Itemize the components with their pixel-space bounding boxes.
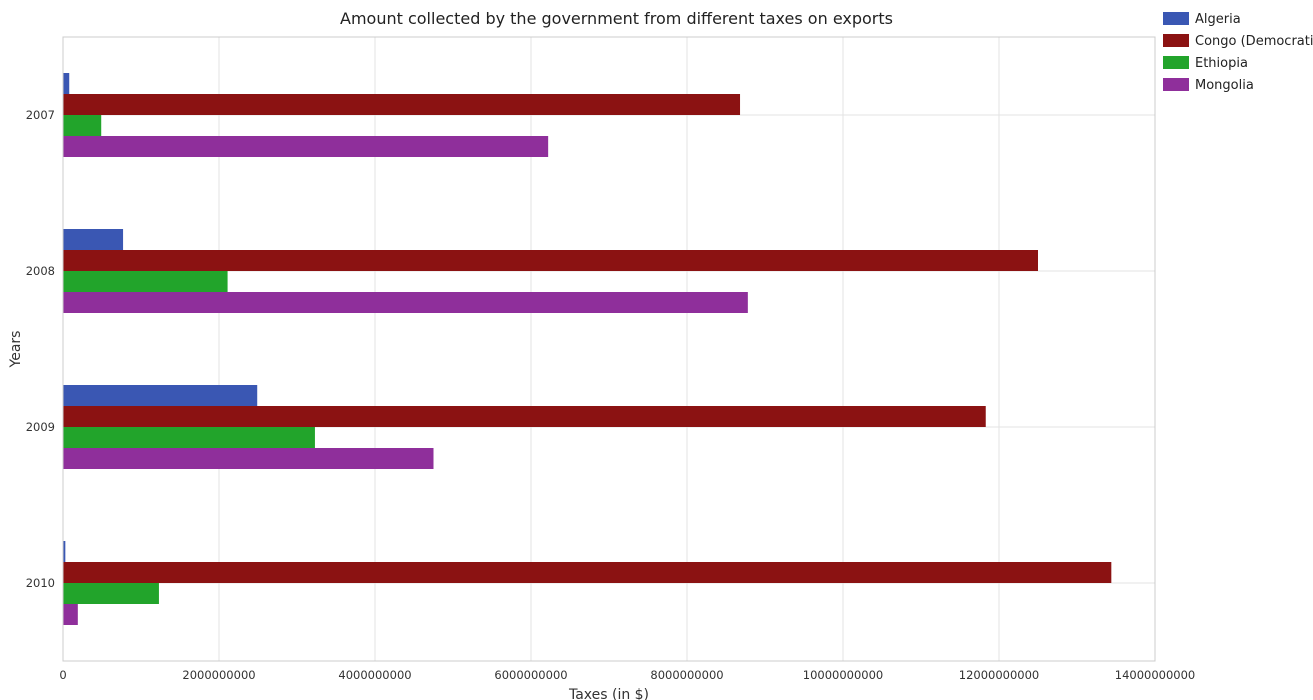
bar-algeria-2009: [63, 385, 258, 406]
bar-mongolia-2007: [63, 136, 549, 157]
legend-label: Mongolia: [1195, 78, 1254, 93]
chart-title: Amount collected by the government from …: [340, 9, 893, 28]
bar-algeria-2010: [63, 541, 66, 562]
y-axis-label: Years: [8, 331, 24, 369]
bar-algeria-2008: [63, 229, 124, 250]
bar-ethiopia-2010: [63, 583, 159, 604]
bars: [63, 73, 1112, 625]
y-tick-label: 2010: [26, 576, 55, 590]
x-tick-label: 2000000000: [182, 668, 255, 682]
plot-frame: [62, 36, 1156, 662]
bar-congo-democratic-2009: [63, 406, 986, 427]
x-tick-labels: 0 2000000000 4000000000 6000000000 800000000…: [59, 668, 1195, 682]
bar-ethiopia-2007: [63, 115, 102, 136]
legend-swatch: [1163, 34, 1189, 47]
bar-congo-democratic-2010: [63, 562, 1112, 583]
bar-congo-democratic-2008: [63, 250, 1038, 271]
bar-ethiopia-2009: [63, 427, 315, 448]
x-tick-label: 14000000000: [1115, 668, 1195, 682]
y-tick-label: 2008: [26, 264, 55, 278]
y-tick-label: 2007: [26, 108, 55, 122]
x-tick-label: 6000000000: [494, 668, 567, 682]
bar-mongolia-2010: [63, 604, 78, 625]
x-tick-label: 8000000000: [650, 668, 723, 682]
x-tick-label: 10000000000: [803, 668, 883, 682]
legend-swatch: [1163, 78, 1189, 91]
legend: Algeria Congo (Democratic) Ethiopia Mongoli…: [1163, 12, 1313, 93]
x-tick-label: 0: [59, 668, 66, 682]
x-tick-label: 12000000000: [959, 668, 1039, 682]
legend-label: Algeria: [1195, 12, 1241, 27]
bar-mongolia-2009: [63, 448, 434, 469]
bar-algeria-2007: [63, 73, 70, 94]
legend-swatch: [1163, 12, 1189, 25]
bar-mongolia-2008: [63, 292, 748, 313]
y-tick-label: 2009: [26, 420, 55, 434]
legend-swatch: [1163, 56, 1189, 69]
x-axis-label: Taxes (in $): [568, 687, 649, 700]
bar-congo-democratic-2007: [63, 94, 741, 115]
x-tick-label: 4000000000: [338, 668, 411, 682]
legend-label: Congo (Democratic): [1195, 34, 1313, 49]
legend-label: Ethiopia: [1195, 56, 1248, 71]
bar-ethiopia-2008: [63, 271, 228, 292]
y-tick-labels: 2007 2008 2009 2010: [26, 108, 55, 590]
